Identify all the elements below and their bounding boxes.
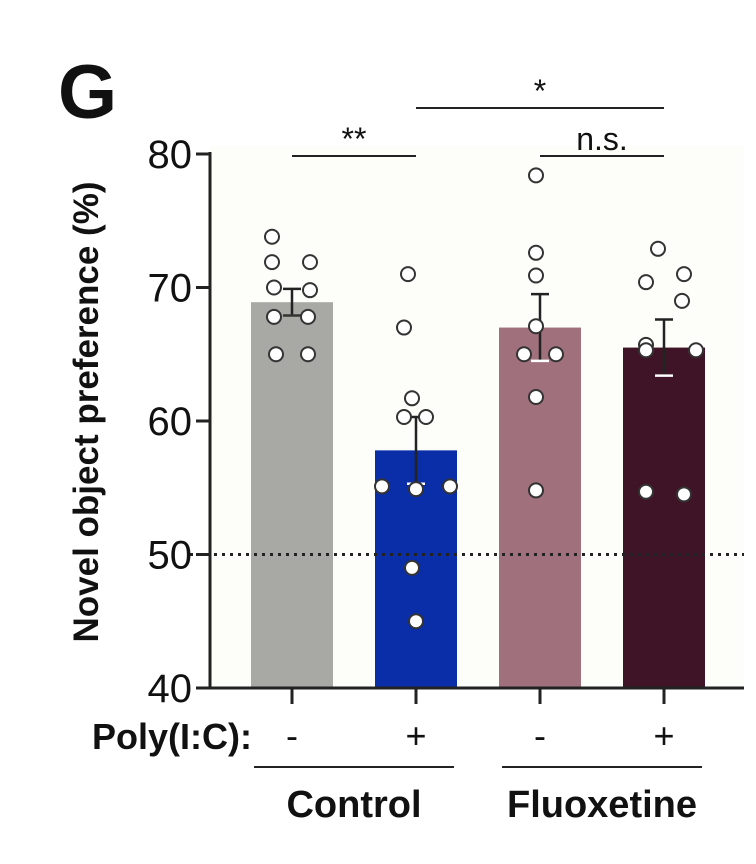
data-point [374, 478, 390, 495]
x-tick-label: + [405, 715, 426, 756]
data-point [408, 613, 424, 630]
data-point [638, 274, 654, 291]
data-point [408, 481, 424, 498]
y-tick-label: 60 [148, 400, 193, 444]
data-point [638, 483, 654, 500]
y-tick-label: 80 [148, 133, 193, 177]
y-tick-label: 50 [148, 534, 193, 578]
data-point [396, 408, 412, 425]
data-point [676, 266, 692, 283]
data-point [302, 254, 318, 271]
significance-label: * [534, 73, 546, 109]
data-point [528, 388, 544, 405]
bar [251, 302, 333, 688]
x-tick-label: - [286, 715, 298, 756]
data-point [528, 244, 544, 261]
data-point [528, 318, 544, 335]
data-point [638, 342, 654, 359]
data-point [396, 319, 412, 336]
panel-label: G [58, 50, 117, 135]
data-point [674, 292, 690, 309]
data-point [266, 308, 282, 325]
data-point [264, 254, 280, 271]
bar [623, 347, 705, 688]
bar [499, 327, 581, 688]
data-point [528, 267, 544, 284]
data-point [300, 308, 316, 325]
x-tick-label: - [534, 715, 546, 756]
data-point [300, 346, 316, 363]
data-point [418, 408, 434, 425]
data-point [528, 482, 544, 499]
y-tick-label: 70 [148, 267, 193, 311]
data-point [516, 346, 532, 363]
data-point [548, 346, 564, 363]
data-point [688, 342, 704, 359]
data-point [650, 240, 666, 257]
group-label: Control [286, 784, 421, 826]
row-label: Poly(I:C): [92, 716, 252, 757]
group-label: Fluoxetine [507, 784, 697, 826]
data-point [442, 478, 458, 495]
data-point [676, 486, 692, 503]
data-point [268, 346, 284, 363]
data-point [404, 390, 420, 407]
y-axis-label: Novel object preference (%) [67, 182, 106, 643]
data-point [404, 559, 420, 576]
data-point [302, 282, 318, 299]
significance-label: n.s. [576, 121, 628, 157]
y-tick-label: 40 [148, 667, 193, 711]
significance-label: ** [342, 121, 367, 157]
data-point [266, 279, 282, 296]
data-point [400, 266, 416, 283]
data-point [528, 167, 544, 184]
data-point [264, 228, 280, 245]
x-tick-label: + [653, 715, 674, 756]
